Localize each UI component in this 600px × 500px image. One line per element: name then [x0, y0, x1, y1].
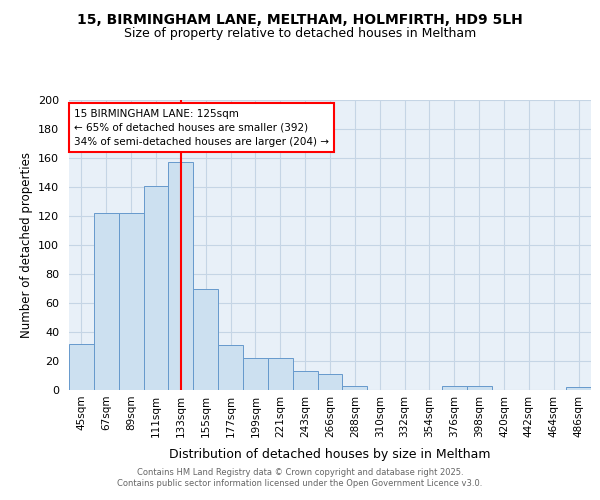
Bar — [169, 162, 193, 390]
Bar — [442, 386, 467, 390]
Bar — [94, 213, 119, 390]
Bar — [317, 374, 343, 390]
Text: 15 BIRMINGHAM LANE: 125sqm
← 65% of detached houses are smaller (392)
34% of sem: 15 BIRMINGHAM LANE: 125sqm ← 65% of deta… — [74, 108, 329, 146]
Text: 15, BIRMINGHAM LANE, MELTHAM, HOLMFIRTH, HD9 5LH: 15, BIRMINGHAM LANE, MELTHAM, HOLMFIRTH,… — [77, 12, 523, 26]
Bar — [293, 371, 317, 390]
Y-axis label: Number of detached properties: Number of detached properties — [20, 152, 32, 338]
Bar — [69, 344, 94, 390]
Bar — [243, 358, 268, 390]
Bar — [566, 387, 591, 390]
Text: Contains HM Land Registry data © Crown copyright and database right 2025.
Contai: Contains HM Land Registry data © Crown c… — [118, 468, 482, 487]
Bar — [467, 386, 491, 390]
Bar — [143, 186, 169, 390]
X-axis label: Distribution of detached houses by size in Meltham: Distribution of detached houses by size … — [169, 448, 491, 461]
Bar — [218, 345, 243, 390]
Bar — [268, 358, 293, 390]
Text: Size of property relative to detached houses in Meltham: Size of property relative to detached ho… — [124, 28, 476, 40]
Bar — [343, 386, 367, 390]
Bar — [193, 288, 218, 390]
Bar — [119, 213, 143, 390]
